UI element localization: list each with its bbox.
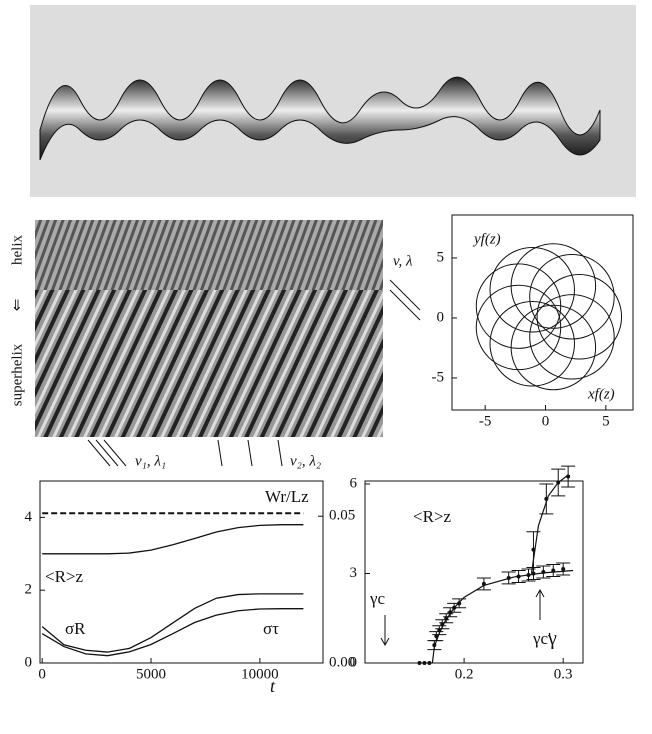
data-point [561,567,566,572]
series-line [41,608,304,657]
data-point [432,643,437,648]
wave-label: v₂, λ₂ [290,453,321,469]
plot-frame [39,480,324,664]
y-tick-label: 6 [350,475,358,491]
y-axis-label: yf(z) [472,231,501,247]
x-tick-label: -5 [479,413,492,429]
kymo-bottom [35,290,383,437]
x-tick-label: 5 [602,413,610,429]
plot-frame [451,214,634,411]
x-tick-label: 10000 [241,666,279,682]
x-tick-label: 0 [38,666,46,682]
x-axis-label: γ [547,628,557,650]
data-point [516,574,521,579]
data-point [531,547,536,552]
orbit-circle [529,294,615,380]
y-tick-label: 0 [25,654,33,670]
y-tick-label: 3 [350,565,358,581]
y-tick-label: 0 [350,654,358,670]
x-tick-label: 0.3 [554,666,573,682]
data-point [566,474,571,479]
data-point [531,571,536,576]
data-point [481,581,486,586]
data-point [556,480,561,485]
series-label: Wr/Lz [265,487,309,506]
y-tick-label: 2 [25,582,33,598]
kymo-label: helix [9,235,25,265]
y2-tick-label: 0.00 [329,654,355,670]
data-point [506,575,511,580]
plot-frame [364,480,584,664]
data-point [526,572,531,577]
data-point [544,496,549,501]
series-label: σR [65,619,86,638]
series-label: <R>z [45,567,84,586]
data-point [427,661,432,665]
x-axis-label: xf(z) [587,386,615,402]
annotation: <R>z [413,507,452,526]
y-tick-label: -5 [432,369,445,385]
orbit-circle [529,253,615,340]
data-point [541,570,546,574]
data-point [457,601,462,606]
annotation-arrow [380,588,545,647]
orbit-circle [489,247,575,333]
wave-label: v, λ [393,253,413,269]
kymo-arrow: ⇐ [9,299,25,312]
y-tick-label: 0 [437,309,445,325]
series-line [41,593,304,653]
x-tick-label: 0 [542,413,550,429]
kymo-label: superhelix [9,343,25,406]
y-tick-label: 4 [25,509,33,525]
orbit-circle [475,284,562,371]
annotation: γc [369,589,386,608]
y-tick-label: 5 [437,249,445,265]
series-line [42,524,304,555]
x-tick-label: 0.2 [455,666,474,682]
helix-render [39,76,601,161]
orbit-circle [489,301,575,387]
x-axis-label: t [270,676,276,696]
orbit-circle [510,304,597,391]
wave-label: v₁, λ₁ [135,453,166,469]
kymo-top [35,220,383,290]
fit-line [530,474,569,574]
wave-guides [87,279,421,467]
y2-tick-label: 0.05 [329,508,355,524]
x-tick-label: 5000 [136,666,166,682]
series-label: στ [263,619,279,638]
data-point [551,568,556,573]
annotation: γc' [532,629,551,648]
orbit-circle [536,274,623,360]
